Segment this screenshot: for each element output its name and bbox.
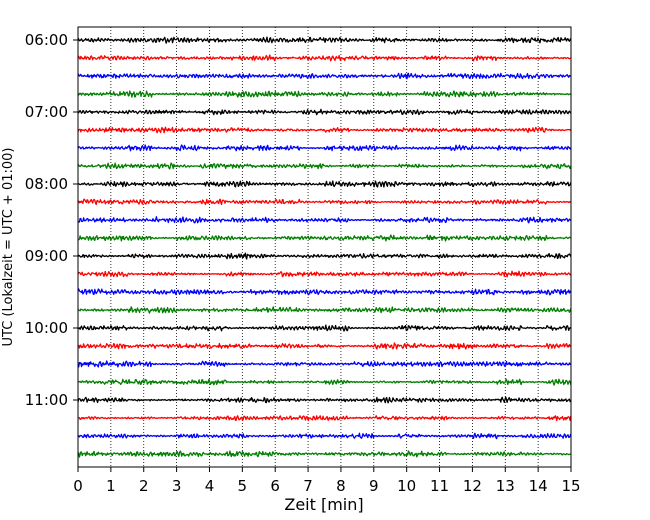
x-tick-label: 3 [172, 477, 182, 495]
seismic-trace [77, 90, 572, 98]
seismic-trace [77, 432, 572, 440]
y-tick-label: 09:00 [25, 247, 68, 265]
seismic-trace [77, 180, 572, 188]
x-tick-label: 14 [529, 477, 548, 495]
x-tick-label: 9 [369, 477, 379, 495]
y-tick-label: 07:00 [25, 103, 68, 121]
x-tick-label: 8 [336, 477, 346, 495]
seismic-trace [77, 162, 572, 170]
x-tick-label: 11 [430, 477, 449, 495]
x-tick-label: 7 [303, 477, 313, 495]
y-tick-label: 10:00 [25, 319, 68, 337]
seismic-trace [77, 450, 571, 458]
seismic-trace [77, 72, 571, 80]
y-axis-ticks: 06:00 07:00 08:00 09:00 10:00 11:00 [25, 31, 78, 409]
y-tick-label: 08:00 [25, 175, 68, 193]
seismic-trace [77, 198, 572, 206]
seismic-trace [77, 108, 572, 116]
seismic-traces [77, 36, 572, 458]
x-axis-ticks: 0 1 2 3 4 5 6 7 8 9 10 11 12 13 14 15 [73, 467, 581, 495]
x-tick-label: 15 [561, 477, 580, 495]
x-tick-label: 10 [397, 477, 416, 495]
x-axis-label: Zeit [min] [284, 495, 363, 514]
y-tick-label: 11:00 [25, 391, 68, 409]
seismic-trace [77, 216, 572, 224]
seismic-trace [77, 360, 572, 368]
seismic-trace [77, 306, 572, 314]
x-tick-label: 13 [496, 477, 515, 495]
seismic-trace [77, 252, 572, 260]
x-tick-label: 2 [139, 477, 149, 495]
grid-lines [110, 27, 539, 467]
x-tick-label: 12 [463, 477, 482, 495]
x-tick-label: 0 [73, 477, 83, 495]
seismic-trace [77, 36, 572, 44]
seismic-trace [77, 54, 572, 62]
plot-frame [77, 26, 572, 468]
y-tick-label: 06:00 [25, 31, 68, 49]
seismic-trace [77, 144, 572, 152]
x-tick-label: 1 [106, 477, 116, 495]
y-axis-label: UTC (Lokalzeit = UTC + 01:00) [1, 148, 16, 347]
seismic-trace [77, 342, 571, 350]
seismic-trace [77, 126, 572, 134]
seismic-trace [77, 234, 571, 242]
x-tick-label: 4 [205, 477, 215, 495]
x-tick-label: 6 [270, 477, 280, 495]
seismic-trace [77, 378, 572, 386]
seismic-trace [77, 270, 572, 278]
x-tick-label: 5 [238, 477, 248, 495]
seismic-trace [77, 324, 572, 332]
seismic-trace [77, 288, 572, 296]
seismic-trace [77, 415, 572, 422]
seismic-trace [77, 396, 572, 404]
